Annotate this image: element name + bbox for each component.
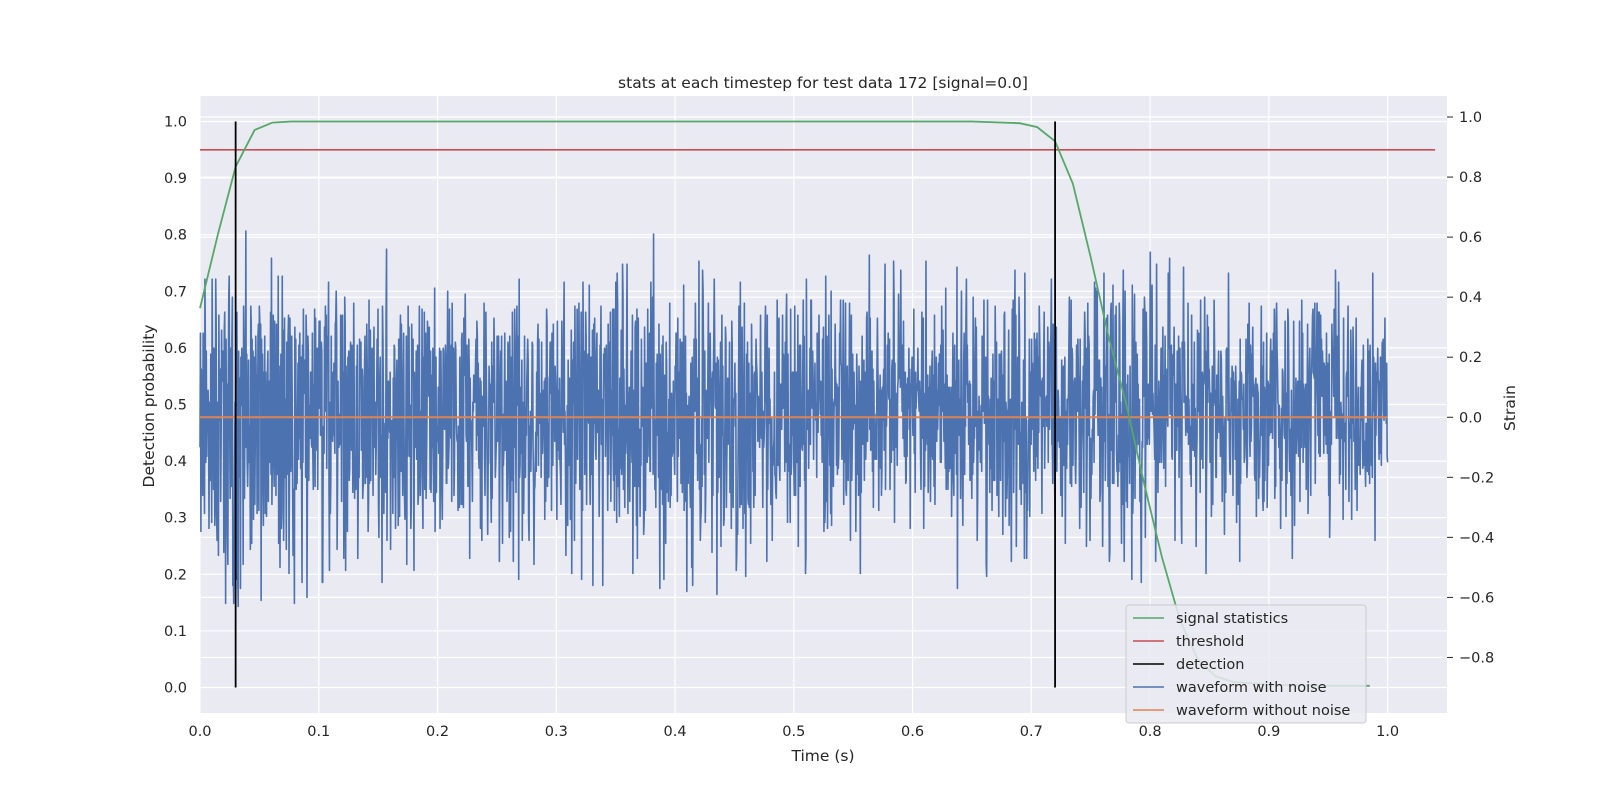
x-tick-label: 0.7 bbox=[1020, 724, 1043, 740]
y-right-tick-label: −0.4 bbox=[1459, 530, 1494, 546]
y-right-tick-label: 0.8 bbox=[1459, 170, 1482, 186]
y-right-tick-label: 1.0 bbox=[1459, 110, 1482, 126]
y-left-tick-label: 0.6 bbox=[164, 341, 187, 357]
y-right-tick-label: 0.0 bbox=[1459, 410, 1482, 426]
y-right-tick-label: 0.4 bbox=[1459, 290, 1482, 306]
chart-title: stats at each timestep for test data 172… bbox=[618, 74, 1028, 92]
y-right-tick-label: −0.6 bbox=[1459, 590, 1494, 606]
y-left-tick-label: 0.0 bbox=[164, 681, 187, 697]
x-axis-label: Time (s) bbox=[790, 747, 854, 765]
y-left-tick-labels: 0.0 0.1 0.2 0.3 0.4 0.5 0.6 0.7 0.8 0.9 1.0 bbox=[164, 114, 187, 696]
x-tick-label: 0.9 bbox=[1257, 724, 1280, 740]
series-waveform-with-noise bbox=[199, 230, 1389, 608]
x-tick-label: 0.1 bbox=[307, 724, 330, 740]
y-right-axis-label: Strain bbox=[1501, 385, 1519, 431]
y-left-tick-label: 0.8 bbox=[164, 228, 187, 244]
y-right-tick-label: 0.2 bbox=[1459, 350, 1482, 366]
y-left-axis-label: Detection probability bbox=[140, 325, 158, 488]
y-left-tick-label: 0.3 bbox=[164, 511, 187, 527]
y-left-tick-label: 0.5 bbox=[164, 398, 187, 414]
y-left-tick-label: 0.1 bbox=[164, 624, 187, 640]
y-left-tick-label: 0.9 bbox=[164, 171, 187, 187]
x-tick-label: 0.5 bbox=[782, 724, 805, 740]
y-right-tick-label: −0.8 bbox=[1459, 650, 1494, 666]
legend-label-clean: waveform without noise bbox=[1176, 703, 1350, 719]
x-tick-label: 1.0 bbox=[1376, 724, 1399, 740]
x-tick-label: 0.4 bbox=[664, 724, 687, 740]
y-right-tick-label: −0.2 bbox=[1459, 470, 1494, 486]
x-tick-label: 0.0 bbox=[188, 724, 211, 740]
legend-label-detection: detection bbox=[1176, 657, 1244, 673]
legend-label-threshold: threshold bbox=[1176, 634, 1244, 650]
y-right-tick-label: 0.6 bbox=[1459, 230, 1482, 246]
legend-frame bbox=[1125, 604, 1367, 724]
x-tick-label: 0.6 bbox=[901, 724, 924, 740]
legend-label-signal: signal statistics bbox=[1176, 611, 1288, 627]
y-left-tick-label: 0.2 bbox=[164, 567, 187, 583]
legend-label-noisy: waveform with noise bbox=[1176, 680, 1327, 696]
x-tick-label: 0.3 bbox=[545, 724, 568, 740]
x-tick-labels: 0.0 0.1 0.2 0.3 0.4 0.5 0.6 0.7 0.8 0.9 1.0 bbox=[188, 724, 1399, 740]
y-left-tick-label: 1.0 bbox=[164, 114, 187, 130]
legend: signal statistics threshold detection wa… bbox=[1125, 604, 1367, 724]
y-right-tick-labels: −0.8 −0.6 −0.4 −0.2 0.0 0.2 0.4 0.6 0.8 1.0 bbox=[1447, 110, 1494, 666]
y-left-tick-label: 0.7 bbox=[164, 284, 187, 300]
y-left-tick-label: 0.4 bbox=[164, 454, 187, 470]
x-tick-label: 0.2 bbox=[426, 724, 449, 740]
x-tick-label: 0.8 bbox=[1139, 724, 1162, 740]
